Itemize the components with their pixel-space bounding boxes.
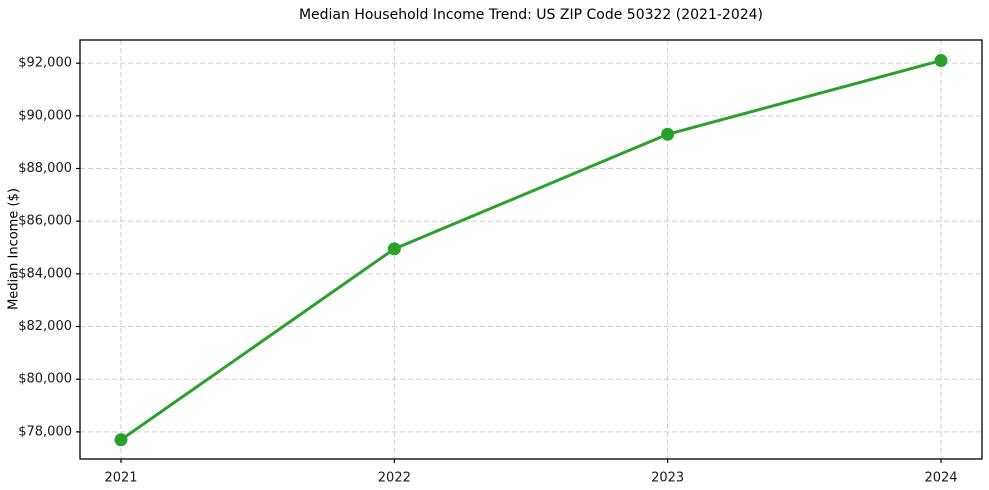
y-tick-label: $88,000: [18, 161, 72, 176]
y-axis-label: Median Income ($): [6, 188, 22, 310]
y-tick-label: $82,000: [18, 319, 72, 334]
y-tick-label: $80,000: [18, 372, 72, 387]
x-tick-label: 2022: [378, 471, 411, 486]
y-tick-label: $78,000: [18, 424, 72, 439]
data-point-2023: [661, 127, 675, 141]
data-point-2022: [387, 242, 401, 256]
chart-title: Median Household Income Trend: US ZIP Co…: [298, 7, 764, 23]
data-point-2024: [934, 54, 948, 68]
y-tick-label: $90,000: [18, 108, 72, 123]
data-point-2021: [114, 433, 128, 447]
y-tick-label: $86,000: [18, 214, 72, 229]
y-tick-label: $84,000: [18, 266, 72, 281]
trend-line: [119, 59, 943, 442]
x-tick-label: 2024: [924, 471, 957, 486]
x-tick-label: 2021: [104, 471, 137, 486]
x-tick-label: 2023: [651, 471, 684, 486]
y-tick-label: $92,000: [18, 56, 72, 71]
axes-spines: [79, 39, 983, 460]
